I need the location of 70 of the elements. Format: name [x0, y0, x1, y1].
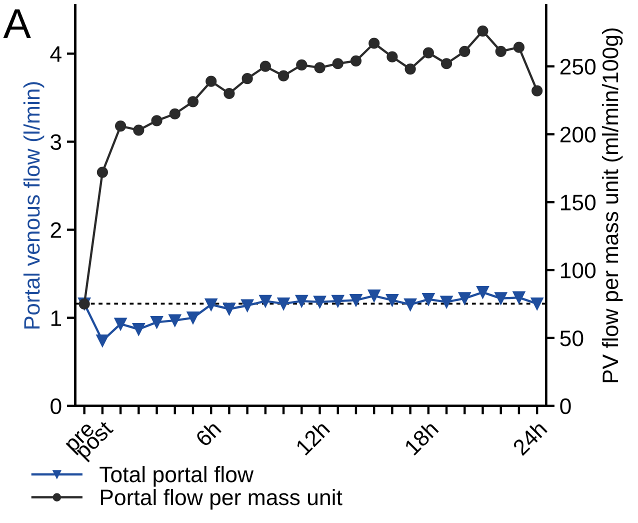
point	[512, 291, 526, 304]
point	[530, 297, 544, 310]
point	[368, 38, 380, 49]
point	[296, 59, 308, 71]
point	[350, 55, 362, 66]
y2-tick-label: 250	[560, 58, 596, 75]
y-tick-label: 3	[50, 134, 62, 150]
point	[477, 25, 488, 37]
x-tick-label: 6h	[194, 420, 222, 448]
point	[277, 297, 290, 310]
point	[242, 73, 253, 84]
point	[278, 70, 290, 82]
y-tick-label: 0	[50, 398, 62, 414]
y2-axis-title: PV flow per mass unit (ml/min/100g)	[602, 28, 623, 382]
y2-tick-label: 150	[561, 194, 596, 210]
point	[260, 60, 271, 72]
point	[386, 51, 398, 62]
y-tick-label: 4	[50, 46, 62, 62]
point	[332, 58, 344, 70]
point	[168, 314, 182, 327]
point	[186, 312, 200, 324]
point	[495, 46, 506, 57]
x-tick-label: 24h	[512, 420, 548, 456]
y-tick-label: 2	[50, 222, 61, 238]
point	[96, 166, 108, 178]
point	[169, 108, 180, 120]
point	[187, 96, 199, 108]
point	[440, 58, 452, 70]
y2-tick-label: 200	[560, 126, 596, 143]
legend-label: Portal flow per mass unit	[100, 488, 342, 510]
point	[206, 76, 217, 87]
point	[368, 290, 380, 302]
point	[422, 47, 434, 58]
point	[224, 88, 235, 100]
point	[532, 85, 543, 96]
y2-tick-label: 100	[561, 262, 596, 278]
legend-label: Total portal flow	[100, 466, 254, 487]
x-tick-label: 18h	[403, 420, 439, 456]
point	[114, 318, 127, 330]
point	[476, 286, 489, 299]
point	[440, 296, 453, 308]
point	[459, 46, 470, 57]
x-tick-label: 12h	[294, 420, 330, 456]
point	[115, 120, 126, 132]
point	[295, 294, 308, 308]
point	[332, 294, 344, 308]
y2-tick-label: 50	[560, 330, 584, 346]
point	[494, 292, 508, 305]
point	[132, 322, 145, 336]
y-axis-title: Portal venous flow (l/min)	[23, 82, 44, 328]
point	[314, 62, 326, 74]
point	[222, 302, 236, 316]
point	[458, 292, 471, 305]
point	[241, 299, 254, 312]
point	[513, 42, 525, 53]
y-tick-label: 1	[51, 310, 62, 326]
point	[133, 124, 144, 136]
text: A	[3, 9, 31, 38]
point	[386, 294, 398, 306]
point	[314, 296, 326, 308]
point	[204, 298, 218, 311]
point	[350, 294, 362, 306]
point	[150, 316, 164, 328]
point	[404, 63, 416, 75]
point	[422, 293, 435, 306]
point	[259, 294, 272, 308]
y2-tick-label: 0	[560, 398, 571, 414]
point	[151, 115, 162, 126]
point	[404, 298, 417, 311]
point	[96, 334, 109, 347]
